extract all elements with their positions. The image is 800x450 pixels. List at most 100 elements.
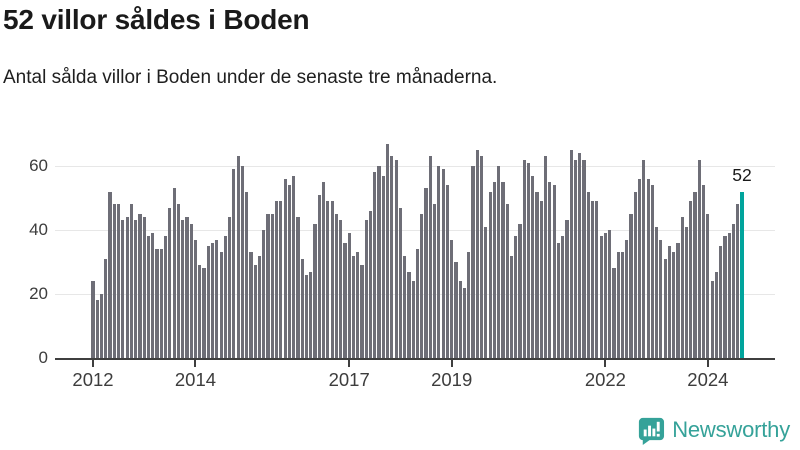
bar — [518, 223, 522, 358]
bar — [561, 236, 565, 358]
bar — [117, 204, 121, 358]
bar — [356, 252, 360, 358]
bar — [505, 204, 509, 358]
x-axis-tick — [194, 360, 197, 367]
bar — [650, 185, 654, 358]
bar — [270, 214, 274, 358]
bar — [471, 166, 475, 358]
bar — [411, 281, 415, 358]
bar — [723, 236, 727, 358]
bar — [573, 159, 578, 358]
bar — [398, 207, 403, 358]
y-axis-tick-label: 60 — [29, 156, 48, 175]
bar — [616, 252, 620, 358]
bar — [99, 294, 104, 358]
bar — [676, 242, 680, 358]
bar — [719, 246, 723, 358]
bar — [556, 242, 561, 358]
bar — [304, 274, 309, 358]
bar — [257, 255, 262, 358]
bar — [569, 150, 573, 358]
bar — [339, 220, 343, 358]
bar — [501, 182, 505, 358]
bar — [548, 182, 552, 358]
bar — [185, 217, 189, 358]
bar — [736, 204, 740, 358]
newsworthy-logo: Newsworthy — [636, 414, 790, 446]
bar — [488, 191, 492, 358]
bar — [368, 210, 373, 358]
bar — [454, 262, 458, 358]
bar — [202, 268, 206, 358]
y-axis-tick-label: 0 — [38, 348, 48, 367]
bar — [134, 220, 138, 358]
bar — [522, 159, 526, 358]
highlighted-bar — [740, 191, 744, 358]
bar — [475, 150, 479, 358]
bar — [684, 226, 689, 358]
bar — [608, 230, 612, 358]
bar — [702, 185, 706, 358]
x-axis-tick-label: 2019 — [431, 369, 473, 390]
bar — [578, 153, 582, 358]
bar — [612, 268, 616, 358]
bar — [334, 214, 338, 358]
gridline — [55, 230, 775, 231]
bar — [659, 239, 663, 358]
bar — [125, 217, 129, 358]
bar — [509, 255, 514, 358]
newsworthy-icon — [636, 416, 665, 445]
bar — [219, 252, 223, 358]
bar — [146, 236, 151, 358]
bar — [620, 252, 625, 358]
bar — [381, 175, 385, 358]
y-axis-tick-label: 20 — [29, 284, 48, 303]
gridline — [55, 294, 775, 295]
bar — [351, 255, 356, 358]
bar — [625, 239, 629, 358]
x-axis-tick — [706, 360, 709, 367]
bar — [104, 258, 108, 358]
bar — [313, 223, 317, 358]
bar — [415, 249, 420, 358]
bar — [710, 281, 714, 358]
latest-value-label: 52 — [732, 164, 752, 185]
bar — [462, 287, 467, 358]
bar — [223, 236, 227, 358]
x-axis-tick-label: 2024 — [687, 369, 729, 390]
bar — [121, 220, 125, 358]
bar — [151, 233, 155, 358]
x-axis-tick-label: 2014 — [174, 369, 217, 390]
bar — [253, 265, 257, 358]
bar — [330, 201, 334, 358]
bar — [629, 214, 633, 358]
bar — [275, 201, 279, 358]
bar — [565, 220, 569, 358]
bar — [667, 246, 672, 358]
bar — [112, 204, 116, 358]
bar — [672, 252, 676, 358]
bar — [181, 220, 185, 358]
bar — [428, 156, 432, 358]
bar — [407, 271, 411, 358]
bar — [590, 201, 595, 358]
x-axis-tick — [92, 360, 94, 367]
bar — [535, 191, 539, 358]
bar — [689, 201, 693, 358]
bar — [526, 162, 531, 358]
bar — [646, 178, 650, 358]
bar — [420, 214, 424, 358]
bar — [586, 191, 590, 358]
bar — [142, 217, 146, 358]
bar — [544, 156, 548, 358]
bar — [138, 214, 142, 358]
bar — [479, 156, 484, 358]
bar — [240, 166, 245, 358]
bar — [287, 185, 291, 358]
bar — [531, 175, 535, 358]
bar — [706, 214, 710, 358]
bar — [129, 204, 134, 358]
x-axis-tick-label: 2017 — [328, 369, 370, 390]
bar — [693, 191, 697, 358]
x-axis-tick-label: 2022 — [584, 369, 626, 390]
